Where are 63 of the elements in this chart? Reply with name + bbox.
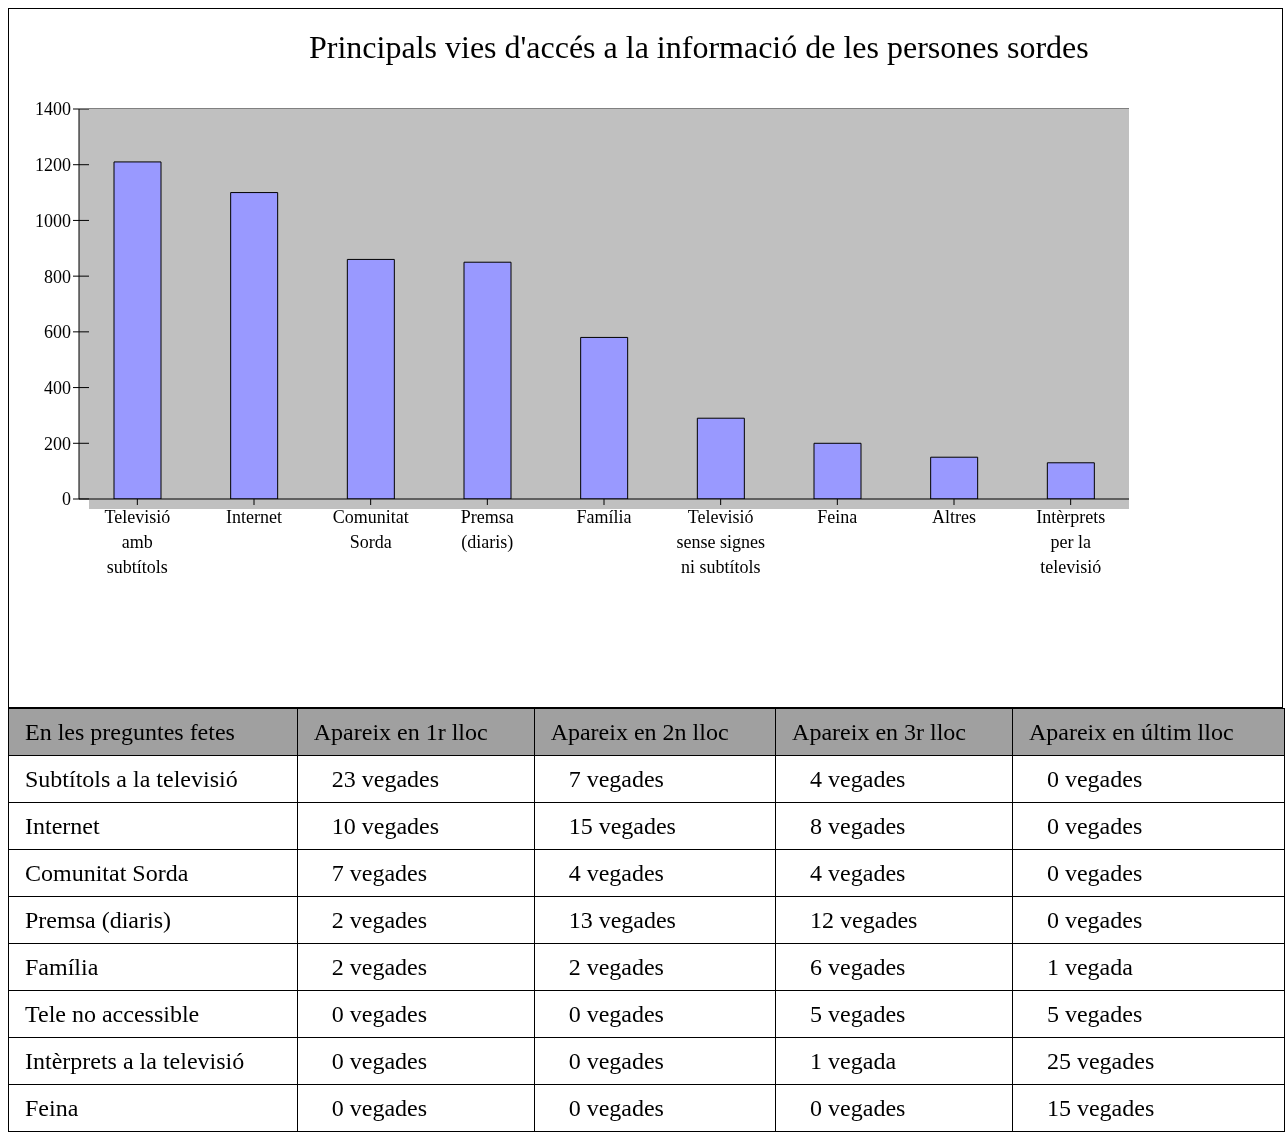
text: 8 vegades <box>810 812 906 839</box>
text: 25 vegades <box>1046 1047 1155 1074</box>
text: 1 vegada <box>810 1047 897 1074</box>
x-tick-label: Televisió amb subtítols <box>104 507 171 577</box>
text: 12 vegades <box>810 906 918 933</box>
text: 13 vegades <box>568 906 676 933</box>
x-tick-label: Intèrprets per la televisió <box>1036 507 1106 577</box>
category-label: Apareix en 3r lloc <box>775 708 1013 756</box>
text: 2 vegades <box>331 906 428 933</box>
text: 4 vegades <box>810 859 906 886</box>
category-label: En les preguntes fetes <box>8 708 298 756</box>
y-tick-label: 0 <box>62 489 71 510</box>
text: 10 vegades <box>331 812 440 839</box>
text: 2 vegades <box>331 953 428 980</box>
chart-title: Principals vies d'accés a la informació de les persones sordes <box>309 29 1089 66</box>
x-tick-label: Feina <box>817 507 858 527</box>
y-tick-label: 600 <box>44 322 71 343</box>
category-label: Intèrprets a la televisió <box>25 1047 245 1074</box>
text: 0 vegades <box>568 1094 664 1121</box>
x-tick-label: Altres <box>932 507 976 527</box>
y-tick-label: 200 <box>44 433 71 454</box>
category-label: Apareix en 2n lloc <box>534 708 776 756</box>
category-label: Apareix en últim lloc <box>1012 708 1285 756</box>
x-tick-label: Premsa (diaris) <box>460 507 514 553</box>
text: 5 vegades <box>1046 1000 1143 1027</box>
text: 4 vegades <box>568 859 664 886</box>
text: 0 vegades <box>331 1047 428 1074</box>
category-label: Família <box>25 953 99 980</box>
text: 0 vegades <box>568 1047 664 1074</box>
x-tick-label: Comunitat Sorda <box>332 507 409 552</box>
text: 15 vegades <box>568 812 676 839</box>
category-label: Comunitat Sorda <box>25 859 189 886</box>
x-tick-label: Televisió sense signes ni subtítols <box>676 507 765 577</box>
x-tick-label: Internet <box>226 507 282 527</box>
text: 0 vegades <box>810 1094 906 1121</box>
y-tick-label: 1400 <box>35 99 71 120</box>
text: 1 vegada <box>1046 953 1133 980</box>
text: 0 vegades <box>1046 765 1143 792</box>
category-label: Subtítols a la televisió <box>25 765 238 792</box>
text: 2 vegades <box>568 953 664 980</box>
y-tick-label: 1200 <box>35 155 71 176</box>
text: 0 vegades <box>331 1000 428 1027</box>
text: 0 vegades <box>1046 812 1143 839</box>
text: 0 vegades <box>331 1094 428 1121</box>
y-tick-label: 400 <box>44 377 71 398</box>
category-label: Internet <box>25 812 100 839</box>
category-label: Feina <box>25 1094 79 1121</box>
text: 7 vegades <box>331 859 428 886</box>
category-label: Apareix en 1r lloc <box>297 708 535 756</box>
text: 15 vegades <box>1046 1094 1155 1121</box>
category-label: Premsa (diaris) <box>25 906 171 933</box>
y-tick-label: 800 <box>44 266 71 287</box>
text: 23 vegades <box>331 765 440 792</box>
text: 5 vegades <box>810 1000 906 1027</box>
text: 0 vegades <box>1046 859 1143 886</box>
text: 0 vegades <box>1046 906 1143 933</box>
x-tick-label: Família <box>576 507 632 527</box>
text: 4 vegades <box>810 765 906 792</box>
text: 7 vegades <box>568 765 664 792</box>
category-label: Tele no accessible <box>25 1000 200 1027</box>
text: 0 vegades <box>568 1000 664 1027</box>
text: 6 vegades <box>810 953 906 980</box>
y-tick-label: 1000 <box>35 210 71 231</box>
